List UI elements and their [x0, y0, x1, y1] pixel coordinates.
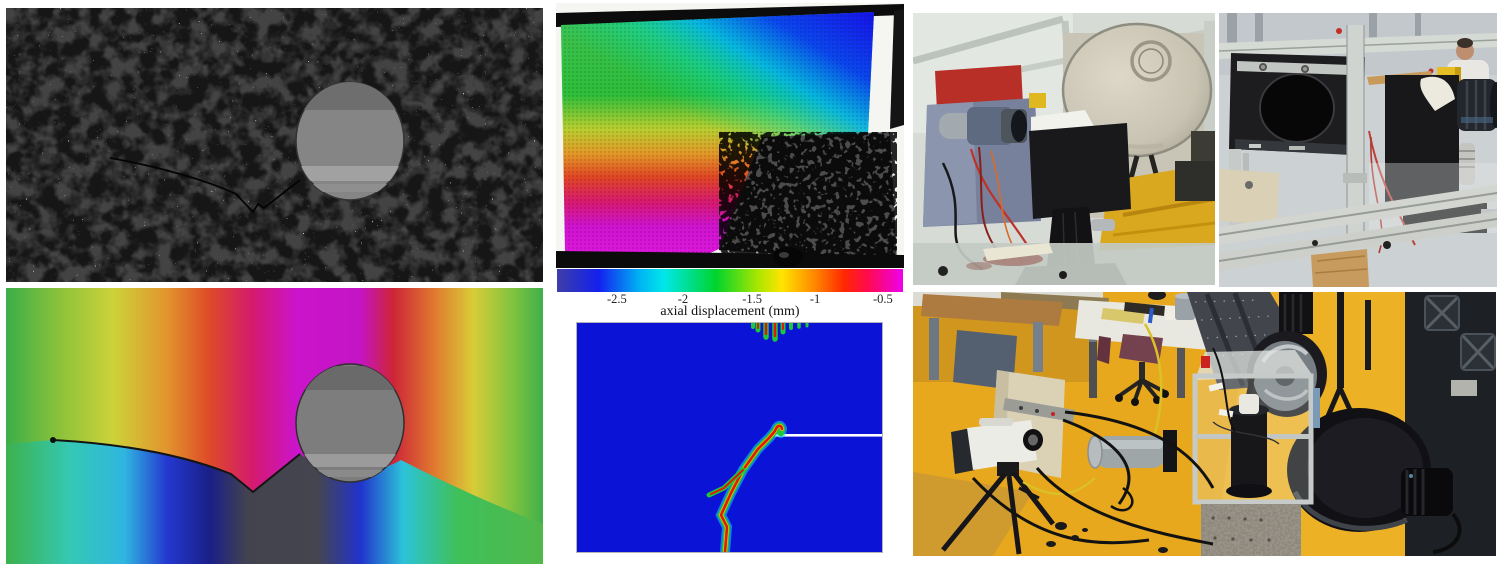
colorbar-tick: -1: [809, 292, 821, 306]
bolt-2: [1059, 271, 1067, 279]
setup-photo-camera-rig: [913, 13, 1215, 285]
colorbar-label: axial displacement (mm): [660, 304, 800, 319]
colorbar-tick: -1.5: [742, 292, 763, 306]
table-frame: [1219, 163, 1497, 287]
machine-far-right: [1405, 292, 1496, 556]
white-plank: [983, 243, 1053, 261]
yellow-block: [1029, 93, 1046, 108]
panel-setup-photo-camera-rig: [913, 13, 1215, 285]
floor-stain-2: [966, 262, 992, 270]
white-camera: [951, 418, 1043, 474]
dark-equipment-box-2: [1191, 131, 1215, 161]
bolt: [938, 266, 948, 276]
colorbar-tick: -2.5: [606, 292, 627, 306]
office-chair: [1097, 334, 1169, 406]
panel-speckle-image: [6, 8, 543, 282]
bottom-black-band: [556, 251, 904, 268]
speckle-patch: [719, 132, 897, 261]
field-below-crack: [6, 440, 543, 564]
concrete-block: [1201, 504, 1301, 556]
panel-phase-displacement-field: [6, 288, 543, 564]
crack-start-dot: [50, 437, 56, 443]
colorbar-ticks: -2.5 -2 -1.5 -1 -0.5: [557, 292, 903, 306]
damage-field: [577, 323, 882, 552]
mesh-displacement-field: [556, 3, 904, 268]
colorbar-tick: -0.5: [873, 292, 893, 306]
lab-floor-photo: [913, 292, 1496, 556]
mirror-panel: [1029, 123, 1131, 219]
panel-mesh-displacement-field: [556, 3, 904, 268]
panel-damage-field: [576, 322, 883, 553]
phase-displacement-field: [6, 288, 543, 564]
glass-post: [1343, 25, 1367, 237]
beige-box: [1219, 169, 1279, 225]
crack-damage-path: [706, 420, 788, 552]
floor-cables: [971, 347, 1236, 546]
clamp-highlight: [779, 252, 789, 258]
hole-circle: [295, 363, 405, 483]
window-tube-box: [1229, 53, 1365, 155]
white-desk: [1075, 292, 1213, 398]
notch-line: [775, 434, 882, 437]
setup-photo-window-tube: [1219, 13, 1497, 287]
damage-background: [577, 323, 882, 552]
speckle-image: [6, 8, 543, 282]
speckle-dots: [6, 8, 543, 282]
spotlight-lower: [1287, 408, 1462, 554]
right-black-edge: [890, 9, 904, 129]
top-black-band: [556, 4, 904, 27]
floor-debris: [1046, 522, 1168, 553]
colorbar-gradient: [557, 269, 903, 292]
panel-lab-floor-photo: [913, 292, 1496, 556]
top-damage-drips: [751, 323, 809, 342]
panel-setup-photo-window-tube: [1219, 13, 1497, 287]
dark-equipment-box: [1175, 161, 1215, 201]
crack-path: [109, 157, 301, 214]
crack-boundary: [52, 439, 301, 494]
glass-enclosure: [1192, 350, 1320, 505]
clamp-knob: [773, 247, 803, 267]
colorbar-tick: -2: [677, 292, 689, 306]
camera-lens-cylinder: [939, 107, 1027, 145]
